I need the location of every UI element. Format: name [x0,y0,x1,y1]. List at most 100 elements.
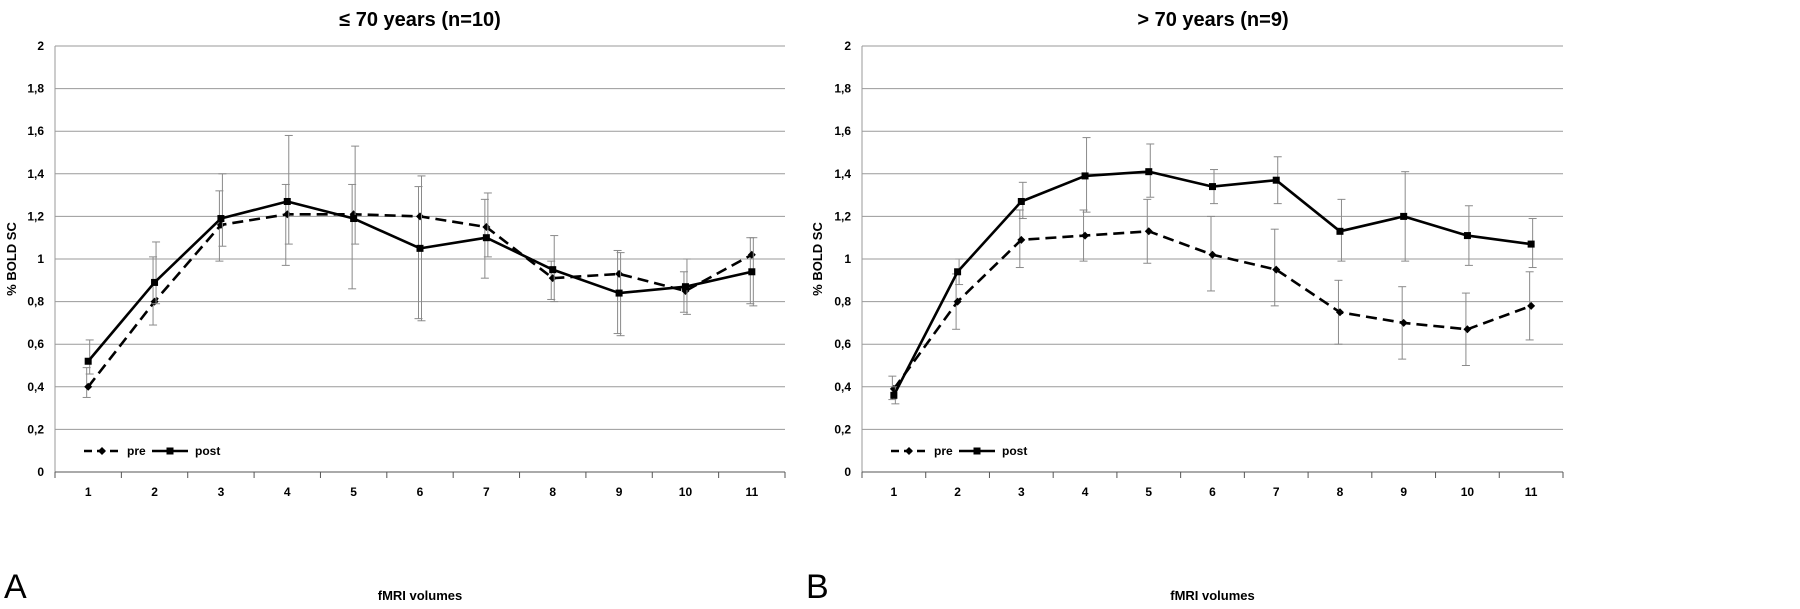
y-axis-label: % BOLD SC [810,222,825,296]
data-point [1081,231,1090,240]
legend-label: pre [127,444,146,458]
data-point [1272,265,1281,274]
y-tick-label: 0,6 [834,337,851,351]
series-post [84,134,758,375]
legend-item-post: post [959,444,1027,458]
y-tick-label: 0,8 [27,295,44,309]
x-axis-label: fMRI volumes [1170,588,1255,603]
data-point [1209,183,1216,191]
x-tick-label: 8 [549,485,556,499]
data-point [1399,318,1408,327]
data-point [84,382,93,391]
x-tick-label: 11 [1525,485,1538,499]
y-tick-label: 0,8 [834,295,851,309]
legend-marker [973,447,981,455]
x-tick-label: 3 [1018,485,1025,499]
y-tick-label: 0,6 [27,337,44,351]
y-tick-label: 0 [844,465,851,479]
y-tick-label: 2 [844,39,851,53]
x-tick-label: 6 [1209,485,1216,499]
x-tick-label: 5 [1145,485,1152,499]
data-point [681,283,689,291]
data-point [1400,212,1408,220]
y-tick-label: 1,8 [27,82,44,96]
y-tick-label: 0,2 [27,422,44,436]
data-point [1527,240,1535,248]
data-point [1336,227,1344,235]
y-tick-label: 0 [37,465,44,479]
y-tick-label: 1 [37,252,44,266]
data-point [482,234,490,242]
data-point [890,391,898,399]
panel-letter: B [806,568,829,604]
legend-label: post [195,444,220,458]
y-tick-label: 1,2 [834,209,851,223]
y-tick-label: 1,2 [27,209,44,223]
y-tick-label: 1,8 [834,82,851,96]
chart-panel-b: 0 0,2 0,4 0,6 0,8 1 1,2 1,4 1,6 1,8 2 1 2 3 4 5 6 7 8 9 10 11… [806,9,1564,606]
x-tick-label: 2 [954,485,961,499]
data-point [1527,301,1536,310]
legend-label: pre [934,444,953,458]
data-point [953,297,962,306]
series-pre [888,198,1536,401]
legend-marker [98,447,106,455]
y-tick-label: 1 [844,252,851,266]
x-tick-label: 1 [891,485,898,499]
data-point [1017,197,1025,205]
x-tick-label: 1 [85,485,92,499]
data-point [549,266,557,274]
data-point [1017,235,1026,244]
legend-label: post [1002,444,1027,458]
x-tick-label: 5 [350,485,357,499]
x-tick-label: 8 [1337,485,1344,499]
y-axis-label: % BOLD SC [4,222,19,296]
data-point [1272,176,1280,184]
y-tick-label: 2 [37,39,44,53]
data-point [84,357,92,365]
data-point [1463,232,1471,240]
x-tick-label: 4 [284,485,291,499]
chart-panel-a: 0 0,2 0,4 0,6 0,8 1 1,2 1,4 1,6 1,8 2 1 2 3 4 5 6 7 8 9 10 11… [4,9,786,606]
data-point [954,268,962,276]
legend: pre post [891,444,1027,458]
data-point [416,212,424,221]
y-tick-label: 1,6 [834,124,851,138]
data-point [350,215,358,223]
x-axis-label: fMRI volumes [378,588,463,603]
x-tick-label: 10 [1461,485,1475,499]
data-point [615,289,623,297]
data-point [151,278,159,286]
data-point [1081,172,1089,180]
data-point [1463,325,1472,334]
legend-item-post: post [152,444,220,458]
x-tick-label: 6 [417,485,424,499]
data-point [283,197,291,205]
y-tick-label: 0,4 [834,380,851,394]
data-point [548,274,557,283]
x-tick-label: 2 [151,485,158,499]
legend-item-pre: pre [84,444,146,458]
data-point [217,215,225,223]
data-point [615,269,624,278]
legend-marker [166,447,174,455]
data-point [416,244,424,252]
data-point [748,268,756,276]
panel-letter: A [4,568,27,604]
data-point [1335,308,1344,317]
x-tick-label: 7 [1273,485,1280,499]
x-tick-label: 4 [1082,485,1089,499]
chart-title: > 70 years (n=9) [1137,9,1288,31]
series-line [892,170,1532,396]
y-tick-label: 1,6 [27,124,44,138]
legend-item-pre: pre [891,444,953,458]
y-tick-label: 1,4 [834,167,851,181]
data-point [1145,168,1153,176]
legend-marker [905,447,913,455]
x-tick-label: 7 [483,485,490,499]
y-tick-label: 0,2 [834,422,851,436]
data-point [1144,227,1153,236]
x-tick-label: 9 [1400,485,1407,499]
